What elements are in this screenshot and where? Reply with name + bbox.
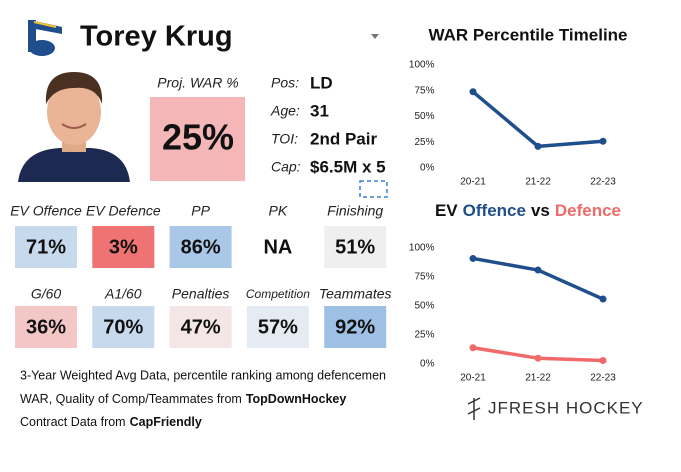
stat-value: 70% [103,316,143,338]
stat-box [169,226,232,268]
stat-box [169,306,232,348]
stat-value: 3% [109,236,138,258]
stat-label: Competition [246,287,310,301]
x-tick-label: 20-21 [460,373,486,384]
stat-value: 51% [335,236,375,258]
brand: JFRESH HOCKEY [488,398,644,417]
y-tick-label: 0% [420,359,435,370]
dropdown-caret[interactable] [371,34,379,39]
title-part: EV [435,201,458,220]
stat-value: 36% [26,316,66,338]
point [599,137,607,145]
series-line [471,90,604,149]
y-tick-label: 100% [409,243,435,254]
selection-box [359,180,388,198]
stat-label: EV Offence [10,203,82,219]
proj-war-label: Proj. WAR % [157,75,238,91]
x-tick-label: 21-22 [525,373,551,384]
stat-box [324,226,387,268]
stat-box [92,306,155,348]
proj-war-value: 25% [162,117,234,158]
y-tick-label: 75% [414,272,434,283]
stat-value: 47% [181,316,221,338]
title-part: vs [531,201,550,220]
info-label: TOI: [271,131,298,147]
note: 3-Year Weighted Avg Data, percentile ran… [20,368,386,382]
y-tick-label: 100% [409,60,435,71]
stat-box [92,226,155,268]
title-series: Offence [463,201,526,220]
y-tick-label: 0% [420,163,435,174]
stat-box [324,306,387,348]
stat-label: Teammates [319,286,392,302]
info-label: Pos: [271,75,299,91]
x-tick-label: 22-23 [590,177,616,188]
chart-title: WAR Percentile Timeline [428,25,627,44]
stat-box [15,306,77,348]
point [599,295,607,303]
info-value: 31 [310,101,329,120]
stat-value: NA [263,236,292,258]
stat-label: G/60 [31,286,62,302]
proj-war-box [150,97,245,181]
series-line [472,256,604,301]
point [534,354,542,362]
stat-value: 92% [335,316,375,338]
note-source: TopDownHockey [246,392,347,406]
note: WAR, Quality of Comp/Teammates from TopDo… [20,392,346,406]
y-tick-label: 25% [414,137,434,148]
chart-title: EV Offence vs Defence [435,201,621,220]
stat-value: 86% [181,236,221,258]
x-tick-label: 22-23 [590,373,616,384]
info-label: Cap: [271,159,301,175]
info-value: 2nd Pair [310,129,377,148]
point [534,142,542,150]
x-tick-label: 21-22 [525,177,551,188]
note-text: Contract Data from [20,415,126,429]
point [469,88,477,96]
y-tick-label: 25% [414,330,434,341]
note: Contract Data from CapFriendly [20,415,202,429]
note-source: CapFriendly [130,415,202,429]
point [469,254,477,262]
info-label: Age: [270,103,300,119]
brand-logo [467,397,481,420]
player-photo [18,72,130,182]
stat-label: A1/60 [104,286,142,302]
stat-label: Penalties [172,286,230,302]
player-name: Torey Krug [80,21,233,53]
note-text: WAR, Quality of Comp/Teammates from [20,392,242,406]
stat-label: Finishing [327,203,383,219]
point [534,266,542,274]
x-tick-label: 20-21 [460,177,486,188]
info-value: $6.5M x 5 [310,157,386,176]
stat-value: 71% [26,236,66,258]
info-value: LD [310,73,333,92]
y-tick-label: 50% [414,301,434,312]
title-series: Defence [555,201,621,220]
stat-label: EV Defence [86,203,161,219]
point [599,357,607,365]
y-tick-label: 50% [414,111,434,122]
stat-label: PP [191,203,210,219]
stat-box [15,226,77,268]
stat-box [246,306,309,348]
stat-label: PK [269,203,288,219]
point [469,344,477,352]
team-logo [28,20,62,56]
y-tick-label: 75% [414,85,434,96]
stat-value: 57% [258,316,298,338]
